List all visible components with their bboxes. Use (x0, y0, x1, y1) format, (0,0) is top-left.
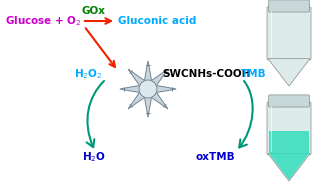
Polygon shape (144, 69, 168, 93)
FancyBboxPatch shape (276, 97, 301, 104)
Polygon shape (128, 69, 152, 93)
Polygon shape (268, 154, 310, 181)
FancyBboxPatch shape (269, 95, 309, 107)
Text: Glucose + O$_2$: Glucose + O$_2$ (5, 14, 82, 28)
FancyBboxPatch shape (276, 2, 301, 9)
FancyBboxPatch shape (269, 0, 309, 12)
Polygon shape (143, 89, 153, 117)
Polygon shape (120, 84, 148, 94)
FancyArrowPatch shape (87, 81, 104, 147)
Text: TMB: TMB (241, 69, 267, 79)
Text: H$_2$O$_2$: H$_2$O$_2$ (74, 67, 102, 81)
Text: GOx: GOx (82, 6, 106, 16)
Polygon shape (269, 154, 309, 180)
FancyBboxPatch shape (267, 7, 311, 60)
Circle shape (139, 80, 157, 98)
Text: H$_2$O: H$_2$O (82, 150, 106, 164)
Text: oxTMB: oxTMB (196, 152, 236, 162)
Bar (269, 131, 309, 154)
Polygon shape (268, 59, 310, 86)
Polygon shape (143, 61, 153, 89)
FancyBboxPatch shape (267, 102, 311, 155)
Text: SWCNHs-COOH: SWCNHs-COOH (162, 69, 250, 79)
Polygon shape (148, 84, 176, 94)
FancyArrowPatch shape (239, 81, 253, 147)
Polygon shape (144, 85, 168, 109)
Polygon shape (128, 85, 152, 109)
Text: Gluconic acid: Gluconic acid (118, 16, 196, 26)
